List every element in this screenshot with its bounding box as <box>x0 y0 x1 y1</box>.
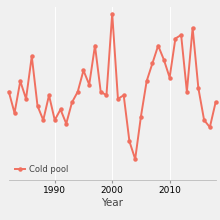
Cold pool <box>180 34 182 36</box>
Cold pool <box>214 101 217 104</box>
Cold pool <box>76 90 79 93</box>
Cold pool <box>145 80 148 82</box>
Cold pool <box>88 83 91 86</box>
Cold pool <box>13 112 16 114</box>
Cold pool <box>185 90 188 93</box>
Cold pool <box>191 27 194 29</box>
Cold pool <box>209 126 211 128</box>
Cold pool <box>25 97 27 100</box>
Cold pool <box>128 140 131 143</box>
Cold pool <box>163 59 165 61</box>
Line: Cold pool: Cold pool <box>7 12 217 161</box>
Cold pool <box>71 101 73 104</box>
Cold pool <box>94 44 96 47</box>
Cold pool <box>111 12 114 15</box>
Cold pool <box>105 94 108 97</box>
Cold pool <box>19 80 22 82</box>
Cold pool <box>36 104 39 107</box>
Cold pool <box>82 69 85 72</box>
Cold pool <box>30 55 33 58</box>
Cold pool <box>122 94 125 97</box>
Cold pool <box>53 119 56 121</box>
Cold pool <box>157 44 160 47</box>
Cold pool <box>48 94 50 97</box>
Cold pool <box>117 97 119 100</box>
Cold pool <box>197 87 200 90</box>
Cold pool <box>59 108 62 111</box>
Cold pool <box>203 119 205 121</box>
Legend: Cold pool: Cold pool <box>13 162 71 176</box>
Cold pool <box>174 37 177 40</box>
Cold pool <box>151 62 154 65</box>
X-axis label: Year: Year <box>101 198 123 208</box>
Cold pool <box>140 115 142 118</box>
Cold pool <box>168 76 171 79</box>
Cold pool <box>99 90 102 93</box>
Cold pool <box>7 90 10 93</box>
Cold pool <box>134 158 136 160</box>
Cold pool <box>65 122 68 125</box>
Cold pool <box>42 119 45 121</box>
